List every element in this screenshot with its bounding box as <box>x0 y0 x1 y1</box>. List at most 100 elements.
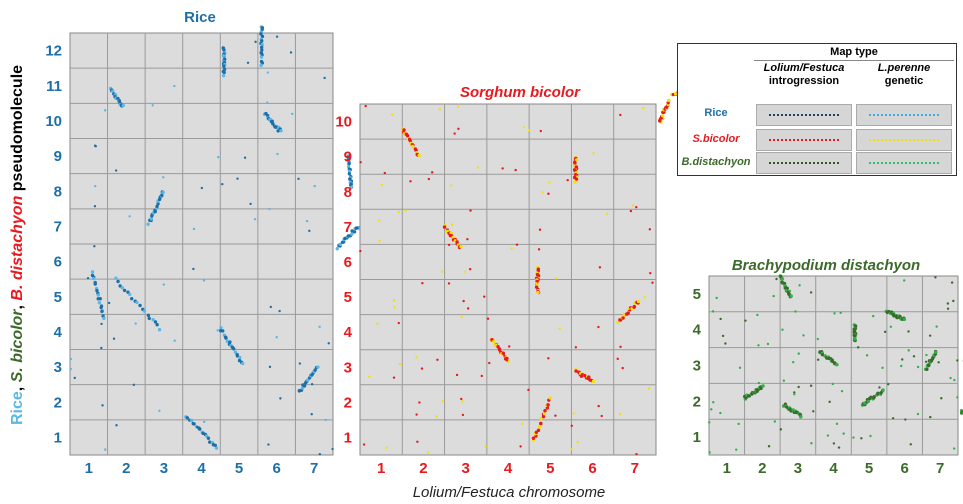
data-point <box>924 360 928 363</box>
y-tick-label: 1 <box>344 429 352 446</box>
data-point <box>162 283 165 286</box>
data-point <box>95 288 99 293</box>
data-point <box>415 413 418 416</box>
data-point <box>708 421 711 424</box>
data-point <box>430 171 434 174</box>
data-point <box>90 270 95 274</box>
data-point <box>715 296 718 300</box>
data-point <box>405 134 410 138</box>
x-tick-label: 2 <box>419 460 427 477</box>
data-point <box>642 107 645 110</box>
data-point <box>881 388 885 392</box>
data-point <box>757 344 760 347</box>
data-point <box>541 191 544 194</box>
legend-rice-introgression <box>756 104 852 126</box>
data-point <box>93 282 97 286</box>
legend-row-sbicolor: S.bicolor <box>692 133 740 145</box>
data-point <box>462 299 465 303</box>
data-point <box>543 409 547 413</box>
data-point <box>570 424 573 427</box>
data-point <box>189 418 194 423</box>
y-tick-label: 8 <box>54 183 62 200</box>
data-point <box>103 448 107 451</box>
y-tick-label: 6 <box>344 254 352 271</box>
data-point <box>138 303 142 308</box>
data-point <box>600 414 603 418</box>
data-point <box>359 161 362 164</box>
data-point <box>772 294 775 298</box>
legend-sbicolor-genetic <box>856 129 952 151</box>
data-point <box>792 360 795 364</box>
data-point <box>409 180 412 183</box>
data-point <box>135 300 139 305</box>
data-point <box>411 144 415 149</box>
data-point <box>362 443 366 446</box>
data-point <box>192 422 196 426</box>
y-tick-label: 1 <box>693 429 701 446</box>
data-point <box>925 353 928 357</box>
data-point <box>129 297 134 301</box>
data-point <box>390 113 394 116</box>
data-point <box>780 277 785 281</box>
y-axis-label: Rice, S. bicolor, B. distachyon pseudomo… <box>9 65 26 425</box>
data-point <box>107 301 111 305</box>
data-point <box>318 325 321 329</box>
data-point <box>73 376 76 380</box>
data-point <box>96 293 100 297</box>
data-point <box>427 451 430 454</box>
data-point <box>115 424 118 427</box>
data-point <box>837 446 841 449</box>
data-point <box>460 315 463 319</box>
data-point <box>359 249 362 253</box>
data-point <box>476 166 480 169</box>
data-point <box>949 376 952 380</box>
data-point <box>100 322 103 326</box>
data-point <box>643 295 646 299</box>
data-point <box>240 361 245 366</box>
data-point <box>233 350 238 354</box>
y-tick-label: 3 <box>54 359 62 376</box>
data-point <box>102 316 106 319</box>
data-point <box>161 190 165 195</box>
data-point <box>528 128 531 132</box>
data-point <box>891 417 895 420</box>
data-point <box>142 309 147 313</box>
data-point <box>574 158 579 162</box>
data-point <box>275 35 279 38</box>
data-point <box>598 266 602 269</box>
data-point <box>483 295 486 298</box>
y-axis-label-part: B. distachyon <box>9 195 26 300</box>
plot-panel-3 <box>708 275 959 456</box>
data-point <box>469 209 472 212</box>
data-point <box>267 443 270 446</box>
data-point <box>103 109 107 112</box>
data-point <box>545 406 550 410</box>
data-point <box>840 389 844 393</box>
data-point <box>881 366 884 370</box>
data-point <box>195 425 199 429</box>
data-point <box>192 267 195 271</box>
data-point <box>616 357 619 361</box>
data-point <box>153 320 158 324</box>
data-point <box>305 219 309 223</box>
data-point <box>505 359 509 362</box>
data-point <box>114 169 118 172</box>
data-point <box>909 443 912 446</box>
data-point <box>318 453 322 456</box>
legend-row-bdistachyon: B.distachyon <box>681 156 751 168</box>
data-point <box>539 129 543 133</box>
data-point <box>112 337 116 340</box>
data-point <box>147 316 151 321</box>
data-point <box>397 211 401 214</box>
y-axis-label-part: , <box>9 301 26 310</box>
y-tick-label: 8 <box>344 184 352 201</box>
data-point <box>308 229 311 233</box>
data-point <box>231 347 236 351</box>
data-point <box>378 239 381 243</box>
x-tick-label: 4 <box>504 460 513 477</box>
data-point <box>547 357 550 360</box>
data-point <box>436 358 439 361</box>
data-point <box>151 317 155 322</box>
data-point <box>260 48 264 52</box>
data-point <box>901 358 904 361</box>
